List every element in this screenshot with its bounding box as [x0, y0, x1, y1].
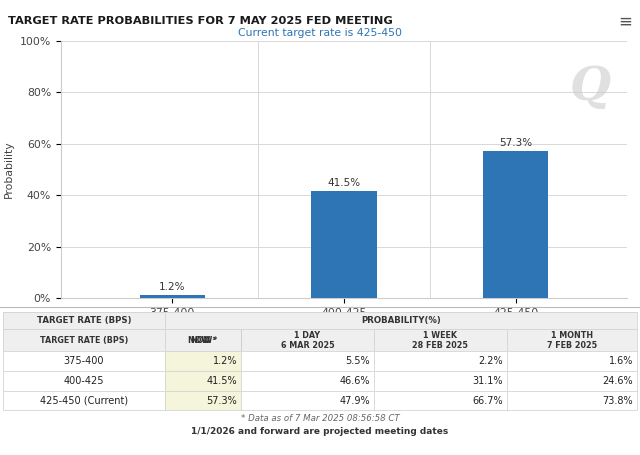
Text: 57.3%: 57.3% [499, 137, 532, 147]
Text: Current target rate is 425-450: Current target rate is 425-450 [238, 28, 402, 38]
Text: 31.1%: 31.1% [472, 376, 503, 386]
Text: 2.2%: 2.2% [479, 356, 503, 366]
Text: NOW¹: NOW¹ [190, 336, 216, 345]
Bar [312, 192, 376, 298]
Text: 400-425: 400-425 [64, 376, 104, 386]
Text: 1.2%: 1.2% [159, 282, 186, 292]
Text: TARGET RATE PROBABILITIES FOR 7 MAY 2025 FED MEETING: TARGET RATE PROBABILITIES FOR 7 MAY 2025… [8, 16, 392, 26]
Text: TARGET RATE (BPS): TARGET RATE (BPS) [40, 336, 128, 345]
Text: 1 DAY
6 MAR 2025: 1 DAY 6 MAR 2025 [280, 331, 334, 350]
Text: 57.3%: 57.3% [206, 395, 237, 405]
Text: NOW *: NOW * [188, 336, 218, 345]
Text: 41.5%: 41.5% [328, 178, 360, 188]
Text: 46.6%: 46.6% [339, 376, 370, 386]
Text: 24.6%: 24.6% [602, 376, 633, 386]
Y-axis label: Probability: Probability [4, 141, 14, 198]
Text: PROBABILITY(%): PROBABILITY(%) [361, 316, 441, 325]
Bar [483, 151, 548, 298]
Text: 1 MONTH
7 FEB 2025: 1 MONTH 7 FEB 2025 [547, 331, 597, 350]
Text: Q: Q [570, 64, 611, 110]
Text: 1/1/2026 and forward are projected meeting dates: 1/1/2026 and forward are projected meeti… [191, 427, 449, 436]
Text: 73.8%: 73.8% [602, 395, 633, 405]
Text: 5.5%: 5.5% [346, 356, 370, 366]
Text: * Data as of 7 Mar 2025 08:56:58 CT: * Data as of 7 Mar 2025 08:56:58 CT [241, 414, 399, 423]
Text: 375-400: 375-400 [64, 356, 104, 366]
Text: 1 WEEK
28 FEB 2025: 1 WEEK 28 FEB 2025 [412, 331, 468, 350]
X-axis label: Target Rate (in bps): Target Rate (in bps) [291, 324, 397, 334]
Text: 1.6%: 1.6% [609, 356, 633, 366]
Text: TARGET RATE (BPS): TARGET RATE (BPS) [36, 316, 131, 325]
Text: 425-450 (Current): 425-450 (Current) [40, 395, 128, 405]
Text: 1.2%: 1.2% [212, 356, 237, 366]
Text: 47.9%: 47.9% [339, 395, 370, 405]
Bar [140, 295, 205, 298]
Text: 66.7%: 66.7% [472, 395, 503, 405]
Text: ≡: ≡ [618, 13, 632, 31]
Text: 41.5%: 41.5% [206, 376, 237, 386]
